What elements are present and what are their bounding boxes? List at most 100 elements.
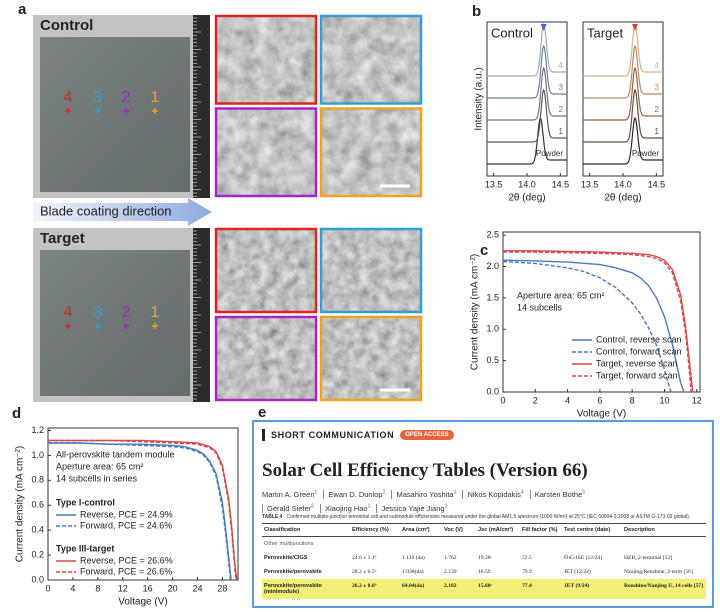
x-tick-label: 4: [70, 583, 75, 593]
table-cell: 26.2 ± 0.6ᵇ: [350, 579, 400, 599]
open-access-badge: OPEN ACCESS: [400, 430, 454, 440]
y-tick-label: 1.0: [486, 324, 499, 334]
spectrum: [583, 22, 663, 77]
legend-label: Reverse, PCE = 26.6%: [80, 555, 173, 565]
sem-image: [320, 107, 422, 197]
table-cell: JET (9/24): [562, 579, 622, 599]
y-tick-label: 0.5: [486, 355, 499, 365]
point-label: 4: [64, 304, 73, 321]
column-header: Fill factor (%): [520, 523, 562, 537]
x-axis-label: 2θ (deg): [604, 193, 641, 204]
x-tick-label: 20: [168, 583, 178, 593]
sem-frame: [214, 227, 318, 314]
table-cell: 1.038(da): [402, 569, 424, 575]
sem-frame: [214, 315, 318, 402]
author: Martin A. Green1: [262, 489, 321, 499]
series-label: 2: [559, 105, 564, 114]
sem-frame: [214, 107, 318, 198]
panel-label: e: [258, 404, 266, 421]
column-header: Test centre (date): [562, 523, 622, 537]
x-tick-label: 12: [692, 395, 702, 405]
author-name: Masahiro Yoshita: [396, 489, 454, 499]
author-affiliation: 1: [314, 489, 318, 495]
author-name: Martin A. Green: [262, 489, 315, 499]
photo-label: Target: [40, 230, 85, 247]
spectrum: [583, 116, 663, 165]
series-label: 3: [655, 83, 660, 92]
x-tick-label: 28: [217, 583, 227, 593]
point-label: 2: [122, 304, 131, 321]
legend-label: Target, forward scan: [596, 370, 678, 380]
caption-label: TABLE 4: [262, 514, 283, 520]
efficiency-table: Classification Efficiency (%) Area (cm²) Vo…: [262, 523, 706, 599]
article-header: SHORT COMMUNICATION OPEN ACCESS: [262, 429, 454, 441]
spectrum: [487, 44, 567, 99]
x-axis-label: Voltage (V): [118, 597, 167, 608]
x-tick-label: 14.0: [614, 179, 632, 189]
table-cell: 79.9: [522, 569, 532, 575]
sem-frame: [319, 227, 423, 314]
x-tick-label: 0: [45, 583, 50, 593]
legend-label: Target, reverse scan: [596, 358, 678, 368]
author-affiliation: 4: [520, 489, 524, 495]
x-tick-label: 0: [500, 395, 505, 405]
jv-curve: [503, 250, 694, 393]
table-row: Perovskite/perovskite (minimodule) 26.2 ±…: [262, 579, 706, 599]
legend-group-title: Type III-target: [56, 543, 114, 553]
jv-curve: [48, 439, 237, 581]
plot-title: Target: [587, 25, 624, 40]
sem-frame: [319, 14, 423, 105]
y-tick-label: 2.5: [486, 230, 499, 240]
series-label: 1: [559, 127, 564, 136]
ruler: [193, 15, 210, 198]
author-affiliation: 1: [444, 503, 448, 510]
ruler: [193, 228, 210, 402]
x-axis-label: 2θ (deg): [508, 193, 545, 204]
spectrum: [583, 88, 663, 143]
author: Xiaojing Hao1: [320, 503, 375, 513]
table-cell: 2.139: [444, 569, 457, 575]
point-label: 2: [122, 89, 131, 106]
group-row: Other multijunctions: [262, 537, 706, 552]
x-tick-label: 8: [95, 583, 100, 593]
table-cell: Perovskite/perovskite: [264, 569, 322, 575]
y-tick-label: 1.2: [31, 425, 44, 435]
spectrum: [583, 44, 663, 99]
table-cell: 16.59: [478, 569, 491, 575]
author-affiliation: 1: [367, 503, 371, 510]
sem-image: [215, 316, 317, 401]
spectrum: [487, 116, 567, 165]
table-cell: 15.60ᶜ: [476, 579, 520, 599]
x-tick-label: 14.0: [518, 179, 536, 189]
y-axis-label: Current density (mA cm⁻²): [15, 446, 26, 562]
article-title: Solar Cell Efficiency Tables (Version 66…: [262, 460, 588, 481]
author-list: Martin A. Green1 Ewan D. Dunlop2 Masahir…: [262, 486, 592, 515]
x-tick-label: 2: [533, 395, 538, 405]
author-affiliation: 3: [453, 489, 457, 495]
table-cell: Nanjing/Renshine, 2-term [56]: [624, 569, 693, 575]
series-label: Powder: [536, 149, 563, 158]
table-cell: 72.5: [522, 555, 532, 561]
table-cell: 28.2 ± 0.5ᵇ: [352, 569, 377, 575]
table-cell: FhG-ISE (12/24): [564, 555, 603, 561]
table-cell: 77.4: [520, 579, 562, 599]
film-photo: [40, 250, 190, 396]
sem-frame: [214, 14, 318, 105]
table-row: Perovskite/perovskite 28.2 ± 0.5ᵇ 1.038(da…: [262, 565, 706, 579]
x-tick-label: 24: [193, 583, 203, 593]
peak-marker: [632, 24, 638, 31]
header-row: Classification Efficiency (%) Area (cm²) Vo…: [262, 523, 706, 537]
author-name: Gerald Siefer: [267, 504, 312, 513]
section-label: SHORT COMMUNICATION: [271, 430, 395, 440]
column-header: Jsc (mA/cm²): [476, 523, 520, 537]
x-tick-label: 13.5: [581, 179, 599, 189]
table-cell: 64.04(da): [400, 579, 442, 599]
journal-screenshot: SHORT COMMUNICATION OPEN ACCESS Solar Ce…: [252, 420, 714, 608]
y-tick-label: 0.0: [486, 386, 499, 396]
group-label: Other multijunctions: [264, 541, 314, 547]
column-header: Classification: [262, 523, 350, 537]
panel-label: d: [12, 405, 21, 422]
author-affiliation: 6: [311, 503, 314, 510]
jv-curve: [48, 442, 232, 581]
spectrum: [487, 88, 567, 143]
